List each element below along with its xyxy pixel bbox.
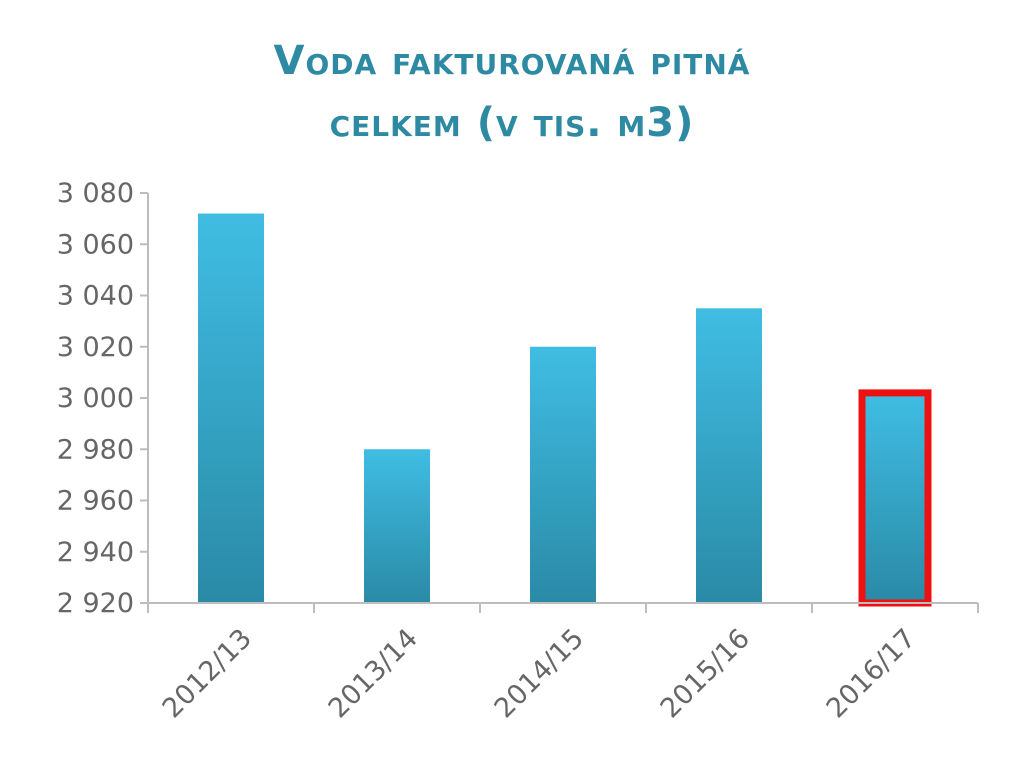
bar	[364, 449, 430, 603]
x-category-label: 2014/15	[489, 623, 590, 724]
y-tick-label: 3 040	[57, 281, 134, 312]
bar-highlighted	[858, 389, 932, 607]
x-category-label: 2012/13	[157, 623, 258, 724]
bar	[530, 346, 596, 603]
chart-title-line-1: Voda fakturovaná pitná	[273, 38, 751, 84]
y-tick-label: 3 000	[57, 383, 134, 414]
bars	[198, 213, 932, 607]
y-tick-label: 2 980	[57, 434, 134, 465]
chart-title: Voda fakturovaná pitná celkem (v tis. m3…	[0, 30, 1024, 154]
y-tick-label: 3 080	[57, 178, 134, 209]
y-tick-label: 2 920	[57, 588, 134, 619]
y-tick-label: 3 020	[57, 332, 134, 363]
y-tick-label: 3 060	[57, 229, 134, 260]
x-axis-labels: 2012/13 2013/14 2014/15 2015/16 2016/17	[157, 623, 922, 724]
axes	[147, 193, 979, 613]
x-category-label: 2013/14	[323, 623, 424, 724]
y-tick-label: 2 940	[57, 537, 134, 568]
chart-title-line-2: celkem (v tis. m3)	[329, 100, 695, 146]
bar	[198, 213, 264, 603]
bar	[696, 308, 762, 603]
x-category-label: 2016/17	[821, 623, 922, 724]
y-axis-ticks: 2 920 2 940 2 960 2 980 3 000 3 020 3 040 3 060…	[57, 178, 148, 619]
x-category-label: 2015/16	[655, 623, 756, 724]
y-tick-label: 2 960	[57, 486, 134, 517]
